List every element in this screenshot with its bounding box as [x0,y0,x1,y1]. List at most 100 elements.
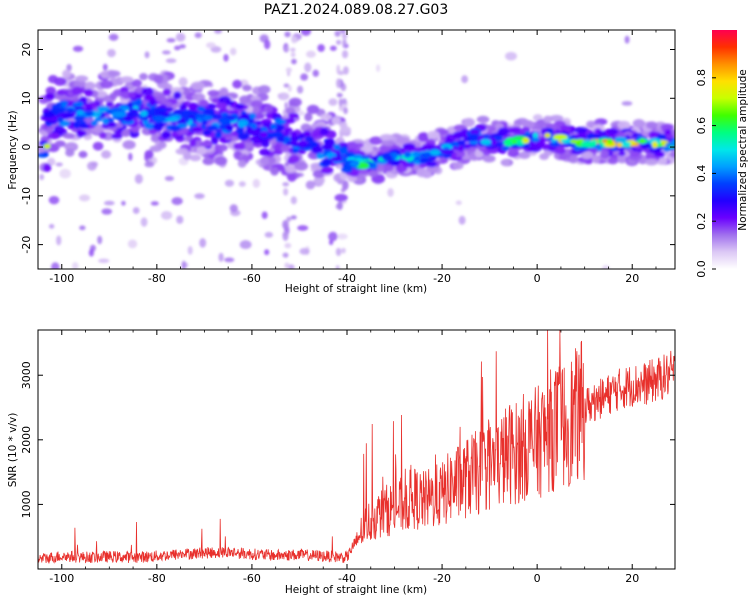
spectrogram-ridge-blob [47,132,61,140]
spectrogram-ridge-blob [214,156,228,166]
spectrogram-speckle [121,200,126,206]
spectrogram-ridge-blob [617,120,631,130]
spectrogram-ridge-blob [94,117,103,123]
spectrogram-ridge-blob [239,95,251,105]
spectrogram-ridge-blob [320,113,332,121]
spectrogram-ridge-blob [555,145,565,154]
spectrogram-ridge-blob [289,131,298,138]
spectrogram-ridge-blob [574,126,587,134]
spectrogram-speckle [290,47,296,52]
x-tick-label: 20 [625,572,639,585]
spectrogram-ridge-blob [306,104,320,114]
spectrogram-speckle [336,39,342,45]
spectrogram-ridge-blob [333,143,341,151]
figure-title: PAZ1.2024.089.08.27.G03 [264,2,449,18]
spectrogram-ridge-blob [259,157,270,166]
spectrogram-ridge-blob [73,101,84,108]
spectrogram-ridge-blob [368,170,379,178]
spectrogram-ridge-blob [214,131,223,139]
spectrogram-ridge-blob [258,85,271,94]
spectrogram-speckle [194,32,202,39]
spectrogram-ridge-blob [379,145,388,153]
spectrogram-ridge-blob [563,148,572,157]
spectrogram-speckle [329,45,337,51]
spectrogram-ridge-blob [280,144,290,153]
spectrogram-speckle [284,262,290,269]
spectrogram-ridge-blob [207,89,220,97]
spectrogram-ridge-blob [153,107,168,114]
spectrogram-ridge-blob [57,117,64,123]
snr-frame [37,329,676,570]
spectrogram-speckle [48,224,55,229]
spectrogram-speckle [264,249,270,256]
spectrogram-ridge-blob [270,123,277,130]
spectrogram-ridge-blob [189,154,202,162]
spectrogram-ridge-blob [416,168,429,178]
spectrogram-speckle [161,50,171,55]
spectrogram-ridge-blob [403,150,411,158]
spectrogram-ridge-blob [73,120,81,129]
spectrogram-speckle [287,85,292,92]
spectrogram-speckle [205,42,216,49]
spectrogram-speckle [72,45,84,52]
spectrogram-ridge-blob [184,116,190,123]
spectrogram-ridge-blob [275,119,287,125]
spectrogram-speckle [102,63,108,71]
spectrogram-ridge-blob [568,154,579,164]
spectrogram-speckle [284,242,292,249]
spectrogram-speckle [282,182,290,187]
spectrogram-ridge-blob [195,112,206,119]
spectrogram-ridge-blob [285,107,296,115]
spectrogram-ridge-blob [201,120,208,126]
spectrogram-ridge-blob [108,70,121,78]
spectrogram-speckle [290,215,297,220]
x-tick-label: 20 [625,272,639,285]
spectrogram-y-label: Frequency (Hz) [7,110,19,189]
spectrogram-ridge-blob [662,145,671,153]
spectrogram-ridge-blob [111,110,127,118]
x-tick-label: -60 [243,272,261,285]
spectrogram-ridge-blob [508,146,518,155]
spectrogram-speckle [335,247,342,257]
spectrogram-ridge-blob [457,139,466,146]
spectrogram-speckle [342,66,349,75]
spectrogram-speckle [342,38,347,48]
x-tick-label: -20 [433,272,451,285]
spectrogram-x-label: Height of straight line (km) [285,283,427,295]
spectrogram-ridge-blob [191,126,204,133]
spectrogram-ridge-blob [127,111,140,118]
spectrogram-ridge-blob [426,165,440,174]
spectrogram-ridge-blob [331,116,341,125]
spectrogram-ridge-blob [600,150,610,158]
spectrogram-ridge-blob [340,166,353,174]
spectrogram-speckle [103,200,115,206]
spectrogram-frame [37,29,676,270]
spectrogram-ridge-blob [199,99,209,108]
spectrogram-ridge-blob [569,139,578,144]
spectrogram-ridge-blob [189,138,197,148]
spectrogram-speckle [342,180,349,191]
spectrogram-ridge-blob [45,93,56,100]
spectrogram-speckle [175,32,186,42]
spectrogram-ridge-blob [210,136,219,145]
spectrogram-ridge-blob [63,143,77,150]
spectrogram-ridge-blob [334,193,348,202]
spectrogram-ridge-blob [92,141,104,151]
spectrogram-ridge-blob [324,139,331,147]
spectrogram-ridge-blob [188,102,199,110]
spectrogram-ridge-blob [173,91,182,100]
spectrogram-speckle [328,98,338,106]
spectrogram-ridge-blob [106,101,114,107]
spectrogram-ridge-blob [632,119,646,128]
spectrogram-ridge-blob [522,137,530,144]
spectrogram-ridge-blob [543,115,553,124]
spectrogram-ridge-blob [217,117,231,125]
spectrogram-speckle [284,45,289,53]
spectrogram-ridge-blob [311,129,320,138]
spectrogram-speckle [601,265,610,269]
spectrogram-speckle [264,231,274,238]
y-tick-label: 2000 [20,426,33,454]
spectrogram-ridge-blob [76,129,85,138]
spectrogram-ridge-blob [175,148,189,155]
spectrogram-speckle [107,48,116,58]
